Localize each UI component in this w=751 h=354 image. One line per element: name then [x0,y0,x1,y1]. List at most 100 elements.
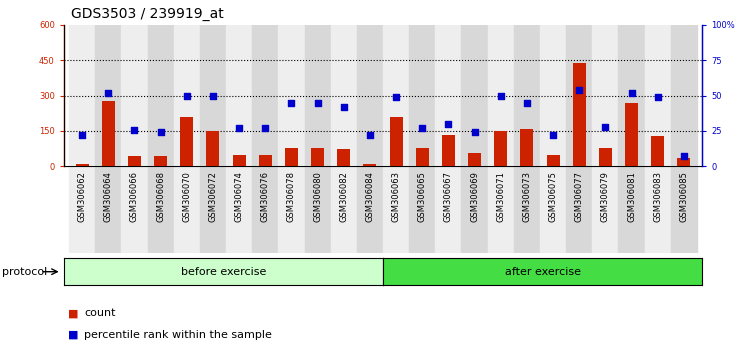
Bar [462,25,487,166]
Bar [671,166,697,253]
Bar [122,25,147,166]
Bar [671,25,697,166]
Bar [494,131,507,166]
Point [259,125,271,131]
Point [573,87,585,93]
Point [338,104,350,110]
Text: GSM306081: GSM306081 [627,171,636,222]
Bar [651,136,664,166]
Bar [593,25,619,166]
Bar [95,166,122,253]
Bar [102,102,115,166]
Bar [547,155,559,166]
Point [102,90,114,96]
Text: before exercise: before exercise [181,267,266,277]
Bar [279,25,304,166]
Bar [573,63,586,166]
Bar [514,166,540,253]
Bar [357,166,383,253]
Bar [409,166,436,253]
Bar [520,129,533,166]
Bar [363,164,376,166]
Text: GSM306084: GSM306084 [366,171,375,222]
Point [364,132,376,138]
Text: GDS3503 / 239919_at: GDS3503 / 239919_at [71,7,224,21]
Bar [226,166,252,253]
Text: GSM306069: GSM306069 [470,171,479,222]
Point [495,93,507,98]
Point [76,132,88,138]
Bar [259,155,272,166]
Bar [409,25,436,166]
Bar [436,166,462,253]
Text: GSM306063: GSM306063 [391,171,400,222]
Bar [357,25,383,166]
Bar [69,25,95,166]
Point [469,130,481,135]
Text: GSM306080: GSM306080 [313,171,322,222]
Point [652,94,664,100]
Bar [304,25,330,166]
Text: GSM306082: GSM306082 [339,171,348,222]
Bar [625,103,638,166]
Bar [593,166,619,253]
Bar [468,153,481,166]
Bar [147,25,173,166]
Bar [436,25,462,166]
Bar [599,148,612,166]
Text: GSM306076: GSM306076 [261,171,270,222]
Bar [76,164,89,166]
Bar [337,149,350,166]
Bar [122,166,147,253]
Point [285,100,297,105]
Text: protocol: protocol [2,267,47,277]
Bar [383,166,409,253]
Point [207,93,219,98]
Text: GSM306079: GSM306079 [601,171,610,222]
Bar [233,155,246,166]
Point [155,130,167,135]
Bar [514,25,540,166]
Text: after exercise: after exercise [505,267,581,277]
Bar [173,25,200,166]
Text: GSM306068: GSM306068 [156,171,165,222]
Bar [304,166,330,253]
Bar [180,117,193,166]
Point [128,127,140,132]
Bar [147,166,173,253]
Bar [487,166,514,253]
Bar [566,25,593,166]
Bar [390,117,403,166]
Bar [173,166,200,253]
Point [181,93,193,98]
Bar [279,166,304,253]
Point [547,132,559,138]
Bar [226,25,252,166]
Bar [442,135,455,166]
Bar [416,148,429,166]
Point [312,100,324,105]
Text: GSM306077: GSM306077 [575,171,584,222]
Bar [330,25,357,166]
Text: GSM306073: GSM306073 [523,171,532,222]
Point [442,121,454,127]
Bar [566,166,593,253]
Text: GSM306078: GSM306078 [287,171,296,222]
Bar [330,166,357,253]
Point [626,90,638,96]
Text: percentile rank within the sample: percentile rank within the sample [84,330,272,339]
Bar [619,25,644,166]
Text: GSM306067: GSM306067 [444,171,453,222]
Bar [487,25,514,166]
Text: GSM306066: GSM306066 [130,171,139,222]
Bar [154,156,167,166]
Point [233,125,245,131]
Text: GSM306065: GSM306065 [418,171,427,222]
Text: ■: ■ [68,330,78,339]
Bar [462,166,487,253]
Point [390,94,402,100]
Text: ■: ■ [68,308,78,318]
Bar [128,156,141,166]
Bar [644,25,671,166]
Bar [200,25,226,166]
